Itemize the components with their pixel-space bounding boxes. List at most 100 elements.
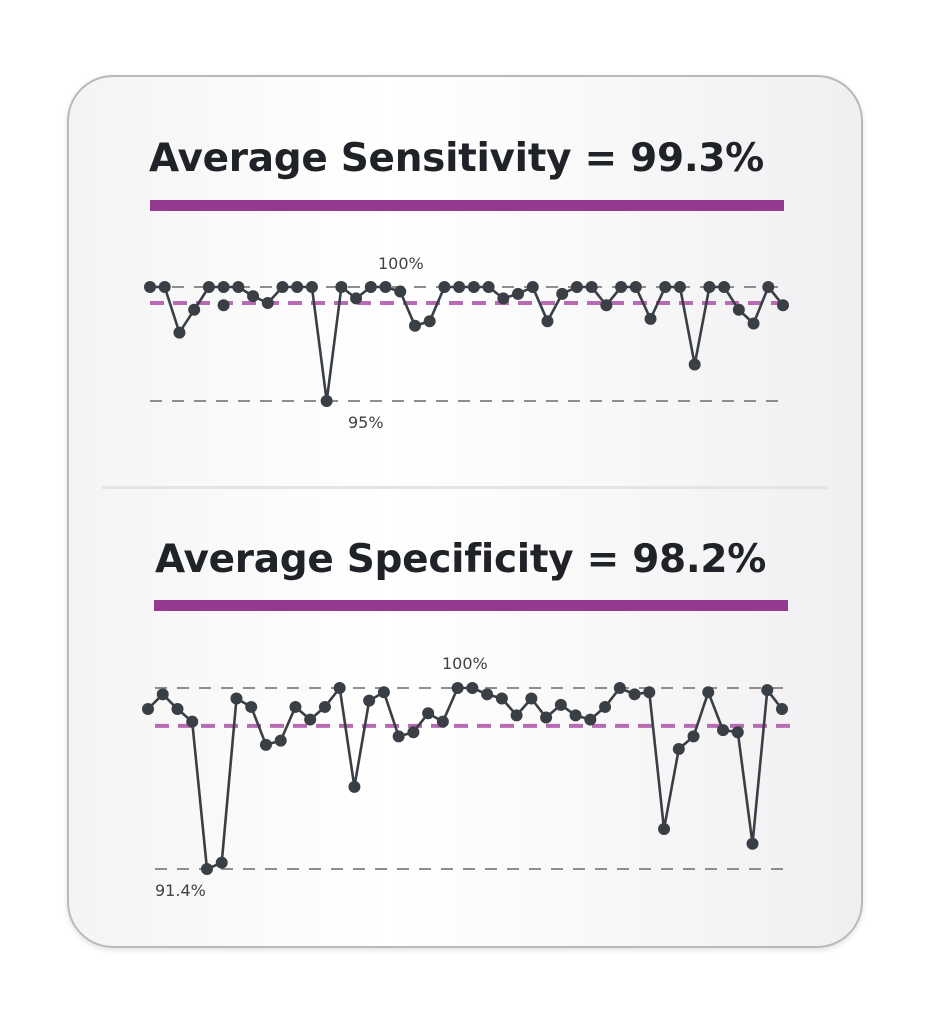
specificity-data-point (761, 684, 774, 697)
sensitivity-data-point (202, 281, 215, 293)
specificity-data-point (540, 711, 553, 724)
specificity-data-point (687, 730, 700, 743)
sensitivity-data-point (688, 358, 701, 371)
sensitivity-data-point (320, 395, 333, 407)
sensitivity-data-point (629, 281, 642, 293)
sensitivity-reference-label-2: 95% (348, 413, 384, 432)
specificity-data-point (702, 686, 715, 699)
sensitivity-data-point (408, 319, 421, 332)
sensitivity-data-point (276, 281, 289, 293)
specificity-data-point (142, 703, 154, 716)
specificity-data-point (672, 743, 685, 756)
sensitivity-data-point (394, 285, 407, 298)
specificity-data-point (304, 713, 317, 726)
sensitivity-data-point (305, 281, 318, 293)
specificity-data-point (171, 703, 184, 716)
sensitivity-data-point (158, 281, 171, 293)
sensitivity-data-point (512, 287, 525, 300)
specificity-data-point (274, 734, 287, 747)
sensitivity-data-point (467, 281, 480, 293)
sensitivity-data-point (526, 281, 539, 293)
sensitivity-data-point (173, 326, 186, 339)
specificity-data-point (422, 707, 435, 720)
specificity-data-point (259, 738, 272, 751)
specificity-data-point (466, 682, 479, 694)
sensitivity-data-point (438, 281, 451, 293)
sensitivity-title: Average Sensitivity = 99.3% (149, 136, 764, 181)
sensitivity-data-point (570, 281, 583, 293)
specificity-data-point (658, 823, 671, 836)
sensitivity-data-point (556, 287, 569, 300)
sensitivity-data-point (423, 315, 436, 328)
specificity-series-line (147, 686, 784, 871)
sensitivity-data-point (600, 299, 613, 312)
sensitivity-data-point (144, 281, 156, 293)
specificity-data-point (451, 682, 464, 694)
specificity-data-point (215, 856, 228, 869)
sensitivity-data-point (703, 281, 716, 293)
specificity-title: Average Specificity = 98.2% (155, 537, 767, 582)
specificity-data-point (436, 715, 449, 728)
sensitivity-data-point (364, 281, 377, 293)
specificity-data-point (392, 730, 405, 743)
specificity-data-point (200, 863, 213, 875)
sensitivity-data-point (777, 299, 789, 312)
sensitivity-data-point (453, 281, 466, 293)
sensitivity-data-point (732, 303, 745, 316)
specificity-data-point (377, 686, 390, 699)
specificity-data-point (510, 709, 523, 722)
sensitivity-data-point (718, 281, 731, 293)
sensitivity-data-point (673, 281, 686, 293)
specificity-title-underline (154, 600, 788, 611)
sensitivity-reference-label-0: 100% (378, 254, 424, 273)
specificity-data-point (230, 692, 243, 705)
specificity-data-point (554, 698, 567, 711)
sensitivity-data-point (247, 290, 260, 303)
specificity-data-point (333, 682, 346, 694)
sensitivity-data-point (217, 299, 230, 312)
specificity-data-point (495, 692, 508, 705)
specificity-reference-label-0: 100% (442, 654, 488, 673)
sensitivity-data-point (261, 296, 274, 309)
specificity-data-point (481, 688, 494, 701)
sensitivity-data-point (747, 317, 760, 330)
specificity-data-point (584, 713, 597, 726)
specificity-data-point (348, 780, 361, 793)
specificity-data-point (186, 715, 199, 728)
specificity-data-point (289, 700, 302, 713)
section-divider (102, 486, 828, 489)
specificity-data-point (525, 692, 538, 705)
sensitivity-data-point (188, 303, 201, 316)
specificity-reference-label-2: 91.4% (155, 881, 206, 900)
sensitivity-data-point (644, 312, 657, 325)
specificity-data-point (569, 709, 582, 722)
specificity-data-point (717, 724, 730, 737)
specificity-data-point (746, 837, 759, 850)
sensitivity-data-point (615, 281, 628, 293)
specificity-data-point (245, 700, 258, 713)
sensitivity-data-point (585, 281, 598, 293)
sensitivity-data-point (350, 292, 363, 305)
specificity-data-point (407, 726, 420, 739)
specificity-data-point (599, 700, 612, 713)
sensitivity-data-point (497, 292, 510, 305)
specificity-data-point (628, 688, 641, 701)
sensitivity-data-point (659, 281, 672, 293)
sensitivity-data-point (291, 281, 304, 293)
specificity-data-point (363, 694, 376, 707)
specificity-data-point (613, 682, 626, 694)
specificity-data-point (318, 700, 331, 713)
sensitivity-data-point (232, 281, 245, 293)
sensitivity-data-point (379, 281, 392, 293)
sensitivity-data-point (335, 281, 348, 293)
sensitivity-data-point (482, 281, 495, 293)
specificity-data-point (156, 688, 169, 701)
sensitivity-title-underline (150, 200, 784, 211)
specificity-data-point (731, 726, 744, 739)
sensitivity-data-point (762, 281, 775, 293)
sensitivity-data-point (217, 281, 230, 293)
specificity-data-point (776, 703, 788, 716)
sensitivity-data-point (541, 315, 554, 328)
specificity-data-point (643, 686, 656, 699)
